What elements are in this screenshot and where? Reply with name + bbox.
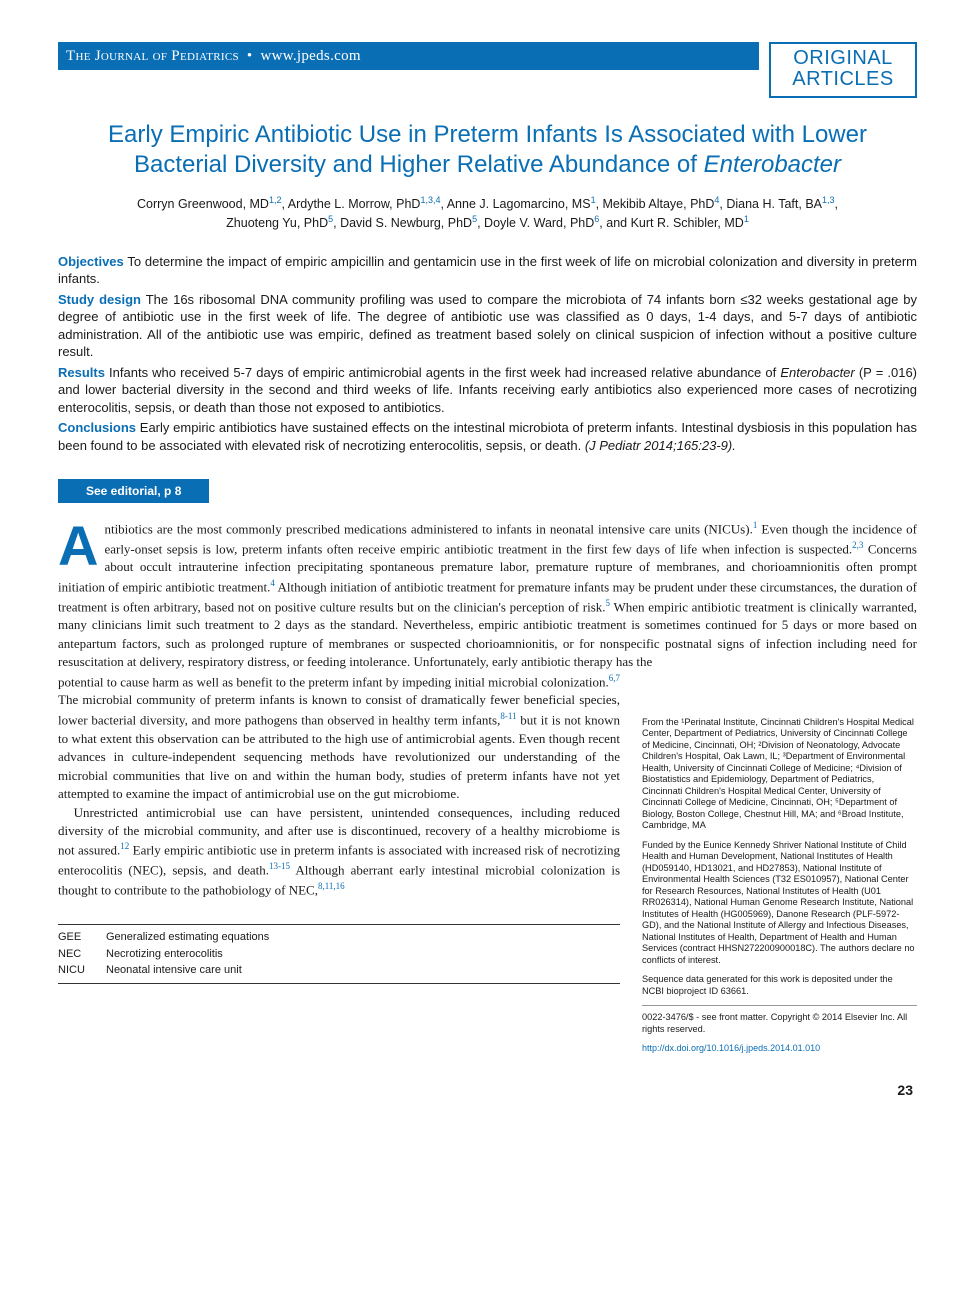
copyright: 0022-3476/$ - see front matter. Copyrigh… bbox=[642, 1012, 917, 1035]
abbrev-row: GEE Generalized estimating equations bbox=[58, 929, 620, 946]
editorial-link[interactable]: See editorial, p 8 bbox=[58, 479, 209, 503]
funding-statement: Funded by the Eunice Kennedy Shriver Nat… bbox=[642, 840, 917, 967]
journal-name: The Journal of Pediatrics bbox=[66, 46, 239, 66]
citation-ref[interactable]: 13-15 bbox=[269, 861, 290, 871]
study-design-label: Study design bbox=[58, 292, 141, 307]
section-badge: ORIGINAL ARTICLES bbox=[769, 42, 917, 98]
affiliations: From the ¹Perinatal Institute, Cincinnat… bbox=[642, 717, 917, 832]
journal-band: The Journal of Pediatrics • www.jpeds.co… bbox=[58, 42, 759, 70]
journal-url[interactable]: www.jpeds.com bbox=[260, 46, 360, 66]
article-body: Antibiotics are the most commonly prescr… bbox=[58, 519, 917, 672]
abbrev-row: NICU Neonatal intensive care unit bbox=[58, 962, 620, 979]
journal-header: The Journal of Pediatrics • www.jpeds.co… bbox=[58, 42, 917, 98]
citation-ref[interactable]: 6,7 bbox=[609, 673, 620, 683]
separator-dot: • bbox=[247, 46, 253, 66]
citation-ref[interactable]: 12 bbox=[120, 841, 129, 851]
data-deposit: Sequence data generated for this work is… bbox=[642, 974, 917, 997]
citation-ref[interactable]: 8,11,16 bbox=[318, 881, 345, 891]
citation-ref[interactable]: 2,3 bbox=[852, 540, 863, 550]
section-line1: ORIGINAL bbox=[771, 48, 915, 69]
article-title: Early Empiric Antibiotic Use in Preterm … bbox=[76, 120, 899, 180]
conclusions-label: Conclusions bbox=[58, 420, 136, 435]
doi-link[interactable]: http://dx.doi.org/10.1016/j.jpeds.2014.0… bbox=[642, 1043, 820, 1053]
page-number: 23 bbox=[58, 1081, 917, 1100]
abstract: Objectives To determine the impact of em… bbox=[58, 253, 917, 455]
results-label: Results bbox=[58, 365, 105, 380]
objectives-label: Objectives bbox=[58, 254, 124, 269]
affiliations-sidebar: From the ¹Perinatal Institute, Cincinnat… bbox=[642, 672, 917, 1063]
citation-ref[interactable]: 8-11 bbox=[500, 711, 516, 721]
author-list: Corryn Greenwood, MD1,2, Ardythe L. Morr… bbox=[68, 194, 907, 233]
abbreviations-box: GEE Generalized estimating equations NEC… bbox=[58, 924, 620, 985]
dropcap: A bbox=[58, 519, 104, 569]
abbrev-row: NEC Necrotizing enterocolitis bbox=[58, 946, 620, 963]
section-line2: ARTICLES bbox=[771, 69, 915, 90]
